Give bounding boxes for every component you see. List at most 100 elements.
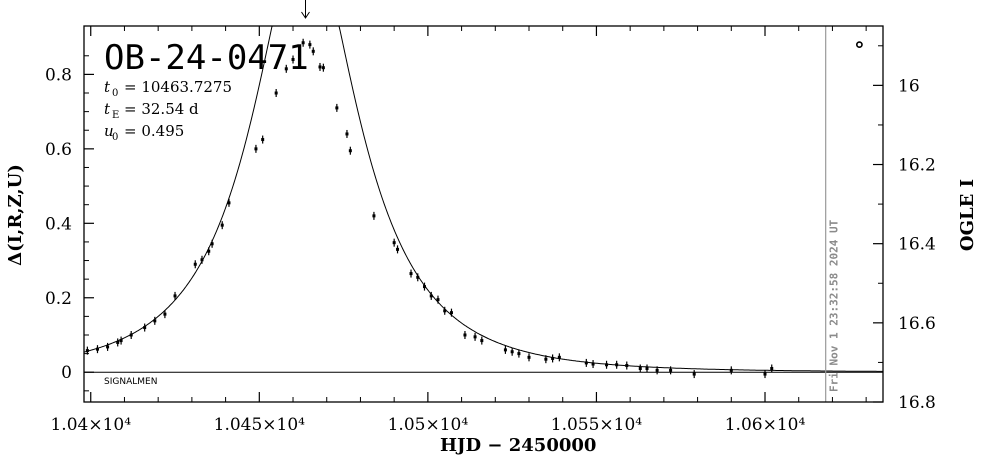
data-point xyxy=(423,282,427,291)
data-point xyxy=(669,366,673,375)
current-time-label: Fri Nov 1 23:32:58 2024 UT xyxy=(828,219,841,392)
y-tick-label: 0.8 xyxy=(45,65,72,85)
data-point xyxy=(143,323,147,332)
data-point xyxy=(615,360,619,369)
data-point xyxy=(645,364,649,373)
svg-text:t: t xyxy=(104,78,111,96)
y-tick-label: 0.6 xyxy=(45,140,72,160)
y-tick-label: 0.4 xyxy=(45,214,72,234)
svg-text:= 0.495: = 0.495 xyxy=(124,122,184,140)
data-point xyxy=(301,38,305,47)
data-point xyxy=(220,221,224,230)
peak-arrow-icon xyxy=(301,0,310,19)
svg-text:0: 0 xyxy=(112,88,118,99)
data-point xyxy=(116,338,120,347)
data-point xyxy=(692,370,696,379)
data-point xyxy=(311,47,315,56)
data-point xyxy=(345,129,349,138)
right-y-axis-title: OGLE I xyxy=(957,179,978,251)
svg-text:= 10463.7275: = 10463.7275 xyxy=(124,78,232,96)
data-point xyxy=(551,354,555,363)
x-tick-label: 1.055×10⁴ xyxy=(551,415,643,435)
right-y-tick-label: 16 xyxy=(898,76,920,96)
param-tE: t E = 32.54 d xyxy=(104,100,199,121)
event-id: OB-24-0471 xyxy=(104,38,309,78)
data-point xyxy=(261,135,265,144)
data-point xyxy=(95,345,99,354)
data-point xyxy=(207,247,211,256)
svg-text:E: E xyxy=(112,110,119,121)
svg-text:u: u xyxy=(104,122,114,140)
data-point xyxy=(429,291,433,300)
data-point xyxy=(449,308,453,317)
right-y-tick-label: 16.4 xyxy=(898,235,936,255)
data-point xyxy=(284,64,288,73)
x-axis-title: HJD − 2450000 xyxy=(440,435,596,456)
footer-tag: SIGNALMEN xyxy=(104,377,157,387)
y-tick-label: 0.2 xyxy=(45,289,72,309)
data-point xyxy=(291,55,295,64)
data-point xyxy=(480,336,484,345)
data-point xyxy=(605,360,609,369)
x-tick-label: 1.06×10⁴ xyxy=(725,415,806,435)
right-y-tick-label: 16.2 xyxy=(898,156,936,176)
x-tick-label: 1.05×10⁴ xyxy=(388,415,469,435)
data-point xyxy=(274,89,278,98)
right-y-tick-label: 16.6 xyxy=(898,314,936,334)
data-point xyxy=(517,349,521,358)
plot-frame xyxy=(83,25,884,403)
data-point xyxy=(106,342,110,351)
data-point xyxy=(335,103,339,112)
offscale-point xyxy=(856,41,863,49)
data-point xyxy=(463,330,467,339)
svg-text:= 32.54 d: = 32.54 d xyxy=(124,100,199,118)
data-point xyxy=(729,366,733,375)
x-tick-label: 1.045×10⁴ xyxy=(214,415,306,435)
y-tick-label: 0 xyxy=(61,363,72,383)
data-point xyxy=(763,370,767,379)
data-point xyxy=(321,63,325,72)
data-point xyxy=(254,144,258,153)
data-point xyxy=(591,360,595,369)
x-tick-label: 1.04×10⁴ xyxy=(50,415,131,435)
data-point xyxy=(436,295,440,304)
data-point xyxy=(416,273,420,282)
data-point xyxy=(544,355,548,364)
data-point xyxy=(210,239,214,248)
svg-text:0: 0 xyxy=(112,132,118,143)
data-point xyxy=(227,198,231,207)
data-point xyxy=(348,146,352,155)
data-point xyxy=(318,62,322,71)
data-point xyxy=(409,269,413,278)
data-point xyxy=(638,364,642,373)
model-curve xyxy=(83,25,883,372)
param-u0: u 0 = 0.495 xyxy=(104,122,184,143)
data-point xyxy=(193,260,197,269)
data-point xyxy=(584,358,588,367)
param-t0: t 0 = 10463.7275 xyxy=(104,78,232,99)
data-point xyxy=(372,211,376,220)
right-y-tick-label: 16.8 xyxy=(898,393,936,413)
data-point xyxy=(655,366,659,375)
data-point xyxy=(510,347,514,356)
data-point xyxy=(200,255,204,264)
data-point xyxy=(392,238,396,247)
data-point xyxy=(527,353,531,362)
data-point xyxy=(503,345,507,354)
data-point xyxy=(163,310,167,319)
data-point xyxy=(129,330,133,339)
data-point xyxy=(625,361,629,370)
data-point xyxy=(396,245,400,254)
data-point xyxy=(443,306,447,315)
data-point xyxy=(557,353,561,362)
data-point xyxy=(473,332,477,341)
data-point xyxy=(119,336,123,345)
svg-text:t: t xyxy=(104,100,111,118)
y-axis-title: Δ(I,R,Z,U) xyxy=(5,164,26,266)
data-point xyxy=(308,40,312,49)
data-point xyxy=(770,364,774,373)
data-point xyxy=(173,291,177,300)
data-point xyxy=(153,316,157,325)
data-points xyxy=(85,38,863,379)
